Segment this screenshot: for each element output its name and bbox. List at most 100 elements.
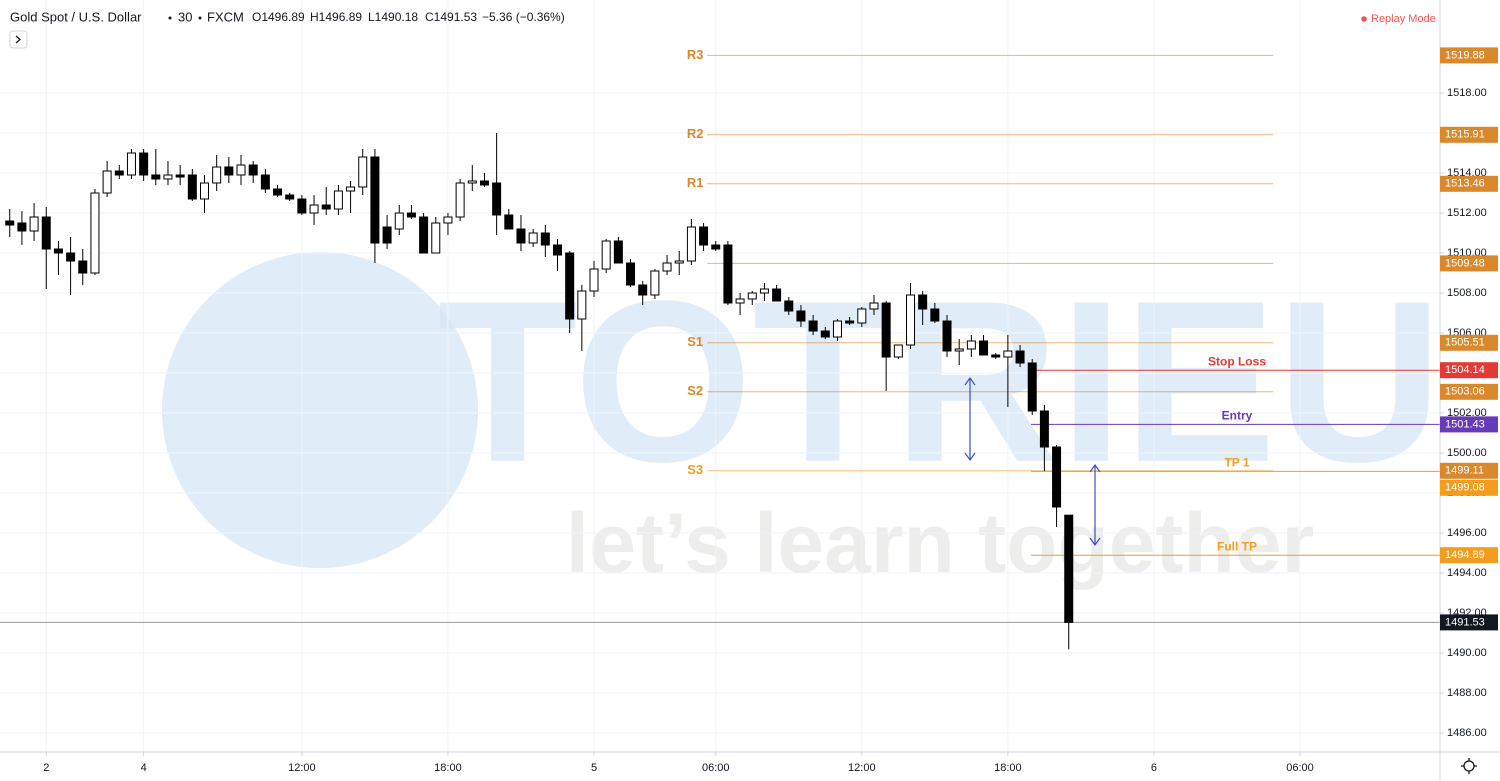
- candle-body: [979, 340, 989, 356]
- price-tag-label: 1509.48: [1445, 257, 1485, 269]
- candle-body: [406, 212, 416, 218]
- ohlc-open: O1496.89: [252, 10, 305, 24]
- price-tag: [1440, 416, 1498, 433]
- price-tag: [1440, 334, 1498, 351]
- candle-body: [467, 180, 477, 184]
- candle-body: [479, 180, 489, 186]
- candle-body: [1015, 350, 1025, 364]
- watermark-slogan: let’s learn together: [566, 496, 1314, 590]
- candle-body: [723, 244, 733, 304]
- candle-body: [845, 320, 855, 324]
- candle-body: [175, 174, 185, 178]
- x-tick-label: 2: [43, 762, 49, 774]
- candle-body: [552, 244, 562, 256]
- ohlc-change: −5.36 (−0.36%): [482, 10, 565, 24]
- candle-body: [772, 288, 782, 302]
- candle-body: [930, 308, 940, 322]
- price-tag-label: 1499.11: [1445, 465, 1484, 477]
- candle-body: [309, 204, 319, 214]
- watermark-brand: TOTRIEU: [437, 253, 1442, 510]
- candle-body: [17, 222, 27, 232]
- settings-button[interactable]: [1461, 758, 1477, 774]
- candle-body: [589, 268, 599, 292]
- x-tick-label: 06:00: [1286, 762, 1314, 774]
- candle-body: [273, 188, 283, 196]
- ohlc-close: C1491.53: [425, 10, 477, 24]
- candle-body: [626, 262, 636, 286]
- candle-body: [759, 288, 769, 294]
- y-tick-label: 1494.00: [1447, 567, 1487, 579]
- price-tag-label: 1501.43: [1445, 418, 1485, 430]
- candle-body: [942, 320, 952, 352]
- candle-body: [613, 240, 623, 264]
- candle-body: [297, 198, 307, 214]
- symbol-title: Gold Spot / U.S. Dollar: [10, 9, 142, 24]
- x-tick-label: 18:00: [994, 762, 1022, 774]
- candle-body: [236, 164, 246, 176]
- candle-body: [260, 174, 270, 190]
- candle-body: [1052, 446, 1062, 508]
- candle-body: [187, 174, 197, 200]
- x-tick-label: 6: [1151, 762, 1157, 774]
- candle-body: [321, 204, 331, 210]
- chevron-icon: [15, 35, 21, 44]
- candle-body: [504, 214, 514, 230]
- y-tick-label: 1502.00: [1447, 407, 1487, 419]
- pivot-label: R3: [687, 47, 704, 62]
- price-tag-label: 1513.46: [1445, 178, 1485, 190]
- x-tick-label: 18:00: [434, 762, 462, 774]
- candle-body: [796, 310, 806, 322]
- price-tag: [1440, 479, 1498, 496]
- candle-body: [333, 190, 343, 210]
- candle-body: [820, 330, 830, 338]
- candle-body: [224, 166, 234, 176]
- price-tag-label: 1503.06: [1445, 386, 1485, 398]
- candle-body: [114, 170, 124, 176]
- price-tag: [1440, 47, 1498, 64]
- candle-body: [41, 216, 51, 250]
- candle-body: [918, 294, 928, 310]
- arrow: [1089, 463, 1101, 547]
- interval: 30: [178, 9, 192, 24]
- exchange: FXCM: [207, 9, 244, 24]
- y-tick-label: 1518.00: [1447, 87, 1487, 99]
- y-tick-label: 1500.00: [1447, 447, 1487, 459]
- trade-label: Entry: [1222, 409, 1253, 423]
- candle-body: [893, 344, 903, 358]
- candle-body: [199, 182, 209, 200]
- candle-body: [212, 166, 222, 184]
- candle-body: [346, 186, 356, 192]
- x-tick-label: 06:00: [702, 762, 730, 774]
- candle-body: [711, 244, 721, 250]
- price-tag-label: 1504.14: [1445, 364, 1485, 376]
- button-frame[interactable]: [9, 30, 28, 49]
- candle-body: [1064, 514, 1074, 623]
- candle-body: [674, 260, 684, 264]
- pivot-label: R1: [687, 175, 704, 190]
- price-tag: [1440, 126, 1498, 143]
- arrow: [964, 376, 976, 462]
- price-tag: [1440, 175, 1498, 192]
- price-tag-label: 1499.08: [1445, 482, 1485, 494]
- price-tag-label: 1519.88: [1445, 49, 1485, 61]
- price-tag: [1440, 383, 1498, 400]
- trade-label: Full TP: [1217, 539, 1257, 553]
- candle-body: [991, 354, 1001, 358]
- candle-body: [102, 170, 112, 194]
- candle-body: [53, 248, 63, 254]
- candle-body: [577, 290, 587, 320]
- candle-body: [638, 284, 648, 296]
- x-tick-label: 12:00: [288, 762, 316, 774]
- y-tick-label: 1512.00: [1447, 207, 1487, 219]
- collapse-button[interactable]: [9, 30, 28, 49]
- replay-dot: [1361, 16, 1367, 22]
- candle-body: [699, 226, 709, 246]
- pivot-label: S1: [687, 334, 703, 349]
- candle-body: [966, 340, 976, 350]
- x-tick-label: 12:00: [848, 762, 876, 774]
- ohlc-low: L1490.18: [368, 10, 418, 24]
- replay-mode[interactable]: Replay Mode: [1371, 13, 1436, 25]
- price-tag: [1440, 255, 1498, 272]
- x-tick-label: 5: [591, 762, 597, 774]
- candle-body: [29, 216, 39, 232]
